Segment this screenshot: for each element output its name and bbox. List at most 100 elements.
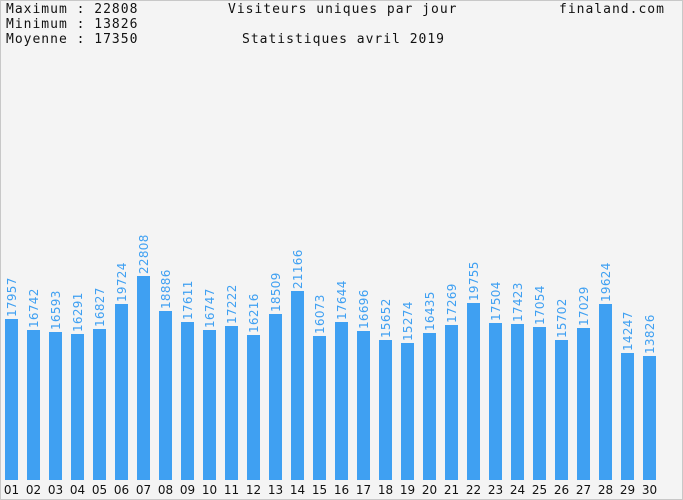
bar-27 [577, 328, 590, 480]
x-tick-12: 12 [246, 483, 261, 497]
bar-22 [467, 303, 480, 480]
x-tick-09: 09 [180, 483, 195, 497]
bar-07 [137, 276, 150, 480]
x-tick-24: 24 [510, 483, 525, 497]
value-label-18: 15652 [379, 298, 393, 338]
value-label-28: 19624 [599, 262, 613, 302]
stat-minimum-value: 13826 [94, 17, 139, 32]
value-label-15: 16073 [313, 294, 327, 334]
x-tick-10: 10 [202, 483, 217, 497]
value-label-21: 17269 [445, 283, 459, 323]
bar-04 [71, 334, 84, 480]
stat-minimum: Minimum : 13826 [6, 17, 139, 32]
value-label-05: 16827 [93, 287, 107, 327]
x-tick-11: 11 [224, 483, 239, 497]
site-name: finaland.com [559, 2, 665, 17]
x-tick-18: 18 [378, 483, 393, 497]
x-tick-04: 04 [70, 483, 85, 497]
bar-21 [445, 325, 458, 480]
x-tick-05: 05 [92, 483, 107, 497]
bar-12 [247, 335, 260, 480]
bar-19 [401, 343, 414, 480]
x-tick-19: 19 [400, 483, 415, 497]
bar-10 [203, 330, 216, 480]
x-tick-27: 27 [576, 483, 591, 497]
x-tick-25: 25 [532, 483, 547, 497]
stat-maximum: Maximum : 22808 [6, 2, 139, 17]
value-label-06: 19724 [115, 262, 129, 302]
x-tick-15: 15 [312, 483, 327, 497]
bar-01 [5, 319, 18, 480]
bar-06 [115, 304, 128, 480]
bar-11 [225, 326, 238, 480]
stat-average: Moyenne : 17350 [6, 32, 139, 47]
bar-14 [291, 291, 304, 480]
x-tick-28: 28 [598, 483, 613, 497]
chart-subtitle: Statistiques avril 2019 [242, 32, 446, 47]
value-label-16: 17644 [335, 280, 349, 320]
value-label-27: 17029 [577, 286, 591, 326]
bar-05 [93, 329, 106, 480]
bar-16 [335, 322, 348, 480]
value-label-08: 18886 [159, 269, 173, 309]
x-tick-14: 14 [290, 483, 305, 497]
value-label-13: 18509 [269, 272, 283, 312]
value-label-10: 16747 [203, 288, 217, 328]
value-label-26: 15702 [555, 298, 569, 338]
x-tick-06: 06 [114, 483, 129, 497]
stat-average-label: Moyenne [6, 32, 68, 47]
x-tick-22: 22 [466, 483, 481, 497]
x-tick-20: 20 [422, 483, 437, 497]
stat-minimum-label: Minimum [6, 17, 68, 32]
value-label-02: 16742 [27, 288, 41, 328]
bar-09 [181, 322, 194, 480]
value-label-22: 19755 [467, 261, 481, 301]
x-tick-08: 08 [158, 483, 173, 497]
value-label-12: 16216 [247, 293, 261, 333]
x-tick-23: 23 [488, 483, 503, 497]
bar-17 [357, 331, 370, 480]
x-tick-13: 13 [268, 483, 283, 497]
value-label-11: 17222 [225, 284, 239, 324]
value-label-04: 16291 [71, 292, 85, 332]
bar-18 [379, 340, 392, 480]
value-label-23: 17504 [489, 281, 503, 321]
chart-title: Visiteurs uniques par jour [228, 2, 458, 17]
bar-30 [643, 356, 656, 480]
value-label-30: 13826 [643, 314, 657, 354]
bar-24 [511, 324, 524, 480]
stat-average-value: 17350 [94, 32, 139, 47]
bar-25 [533, 327, 546, 480]
bar-23 [489, 323, 502, 480]
value-label-24: 17423 [511, 282, 525, 322]
value-label-14: 21166 [291, 249, 305, 289]
bar-15 [313, 336, 326, 480]
bar-02 [27, 330, 40, 480]
x-tick-03: 03 [48, 483, 63, 497]
bar-08 [159, 311, 172, 480]
x-tick-07: 07 [136, 483, 151, 497]
x-tick-16: 16 [334, 483, 349, 497]
x-tick-29: 29 [620, 483, 635, 497]
value-label-19: 15274 [401, 301, 415, 341]
value-label-03: 16593 [49, 290, 63, 330]
bar-13 [269, 314, 282, 480]
stat-maximum-label: Maximum [6, 2, 68, 17]
value-label-17: 16696 [357, 289, 371, 329]
bar-03 [49, 332, 62, 480]
stat-maximum-value: 22808 [94, 2, 139, 17]
x-tick-01: 01 [4, 483, 19, 497]
x-tick-21: 21 [444, 483, 459, 497]
bar-28 [599, 304, 612, 480]
value-label-01: 17957 [5, 277, 19, 317]
value-label-25: 17054 [533, 285, 547, 325]
bar-20 [423, 333, 436, 480]
bar-26 [555, 340, 568, 480]
value-label-20: 16435 [423, 291, 437, 331]
x-tick-30: 30 [642, 483, 657, 497]
value-label-29: 14247 [621, 311, 635, 351]
x-tick-17: 17 [356, 483, 371, 497]
value-label-09: 17611 [181, 280, 195, 320]
bar-29 [621, 353, 634, 480]
